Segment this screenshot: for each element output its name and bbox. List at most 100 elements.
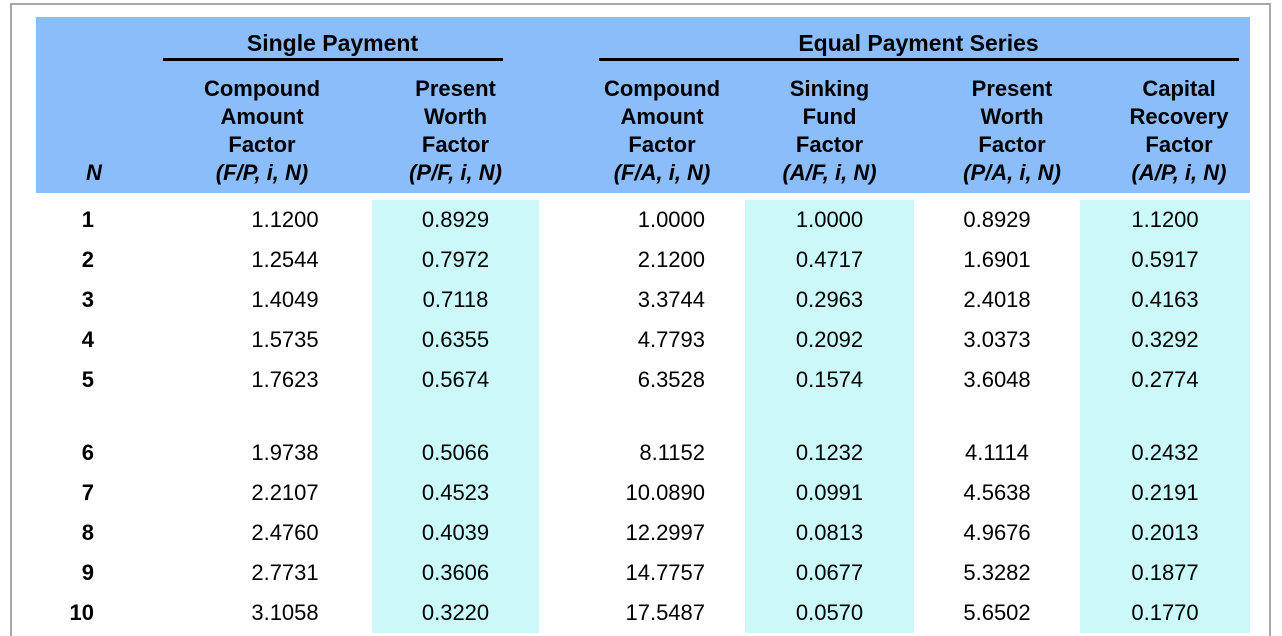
cell-pa: 4.5638 [963,480,1031,505]
cell-fa: 3.3744 [637,287,706,312]
cell-fp [152,400,372,433]
column-header-af: Sinking Fund Factor (A/F, i, N) [745,61,915,193]
group-equal-payment-series-label: Equal Payment Series [798,30,1039,56]
cell-pf: 0.5066 [372,433,540,473]
cell-fa: 6.3528 [637,367,706,392]
cell-pa: 5.6502 [963,600,1031,625]
cell-fa: 17.5487 [625,600,706,625]
cell-n: 1 [81,207,94,232]
column-header-af-formula: (A/F, i, N) [782,160,877,185]
cell-n: 6 [81,440,94,465]
column-header-fa: Compound Amount Factor (F/A, i, N) [539,61,746,193]
outer-frame: Single Payment Equal Payment Series N Co… [10,3,1271,636]
column-header-ap: Capital Recovery Factor (A/P, i, N) [1080,61,1251,193]
cell-n [36,400,152,433]
column-header-fp-formula: (F/P, i, N) [215,160,309,185]
cell-ap: 0.2774 [1080,360,1251,400]
column-header-ap-formula: (A/P, i, N) [1131,160,1227,185]
cell-af: 1.0000 [745,200,915,240]
column-header-row: N Compound Amount Factor (F/P, i, N) Pre… [36,61,1251,193]
cell-ap: 0.3292 [1080,320,1251,360]
column-header-pa-formula: (P/A, i, N) [963,160,1061,185]
cell-pf: 0.8929 [372,200,540,240]
table-row: 9 2.7731 0.3606 14.7757 0.0677 5.3282 0.1877 [36,553,1251,593]
table-row: 10 3.1058 0.3220 17.5487 0.0570 5.6502 0.1770 [36,593,1251,633]
cell-fp: 1.7623 [251,367,319,392]
cell-ap: 1.1200 [1080,200,1251,240]
cell-fa: 1.0000 [637,207,706,232]
column-header-fp-title: Compound Amount Factor [203,76,321,157]
cell-af: 0.0991 [745,473,915,513]
cell-n: 10 [69,600,94,625]
cell-n: 9 [81,560,94,585]
cell-ap: 0.2432 [1080,433,1251,473]
table-row: 7 2.2107 0.4523 10.0890 0.0991 4.5638 0.2191 [36,473,1251,513]
cell-fp: 2.4760 [251,520,319,545]
cell-n: 5 [81,367,94,392]
column-header-fp: Compound Amount Factor (F/P, i, N) [152,61,372,193]
cell-pa: 4.1114 [965,440,1030,465]
cell-n: 4 [81,327,94,352]
cell-af: 0.0677 [745,553,915,593]
cell-pf: 0.4039 [372,513,540,553]
cell-ap: 0.2013 [1080,513,1251,553]
cell-n: 7 [81,480,94,505]
cell-ap: 0.2191 [1080,473,1251,513]
cell-pa: 3.0373 [963,327,1031,352]
cell-af: 0.2092 [745,320,915,360]
cell-pf: 0.5674 [372,360,540,400]
group-single-payment: Single Payment [36,17,540,61]
spacer-row [36,400,1251,433]
column-header-pa-title: Present Worth Factor [971,76,1053,157]
cell-pa: 2.4018 [963,287,1031,312]
cell-n: 8 [81,520,94,545]
table-row: 2 1.2544 0.7972 2.1200 0.4717 1.6901 0.5917 [36,240,1251,280]
cell-fa: 4.7793 [637,327,706,352]
table-row: 1 1.1200 0.8929 1.0000 1.0000 0.8929 1.1200 [36,200,1251,240]
group-single-payment-label: Single Payment [246,30,419,56]
group-header-row: Single Payment Equal Payment Series [36,17,1251,61]
cell-ap: 0.4163 [1080,280,1251,320]
table-header: Single Payment Equal Payment Series N Co… [36,17,1251,193]
interest-factor-table: Single Payment Equal Payment Series N Co… [36,17,1251,633]
cell-fa: 14.7757 [625,560,706,585]
cell-af: 0.0570 [745,593,915,633]
cell-ap: 0.5917 [1080,240,1251,280]
cell-pf: 0.3606 [372,553,540,593]
cell-fa [539,400,745,433]
cell-fp: 1.4049 [251,287,319,312]
cell-n: 2 [81,247,94,272]
cell-af: 0.0813 [745,513,915,553]
cell-pa: 5.3282 [963,560,1031,585]
cell-pa: 0.8929 [963,207,1031,232]
cell-fp: 1.1200 [251,207,319,232]
cell-fa: 12.2997 [625,520,706,545]
cell-pf: 0.4523 [372,473,540,513]
table-row: 4 1.5735 0.6355 4.7793 0.2092 3.0373 0.3292 [36,320,1251,360]
table-row: 5 1.7623 0.5674 6.3528 0.1574 3.6048 0.2774 [36,360,1251,400]
table-row: 6 1.9738 0.5066 8.1152 0.1232 4.1114 0.2432 [36,433,1251,473]
cell-fp: 3.1058 [251,600,319,625]
cell-pf: 0.7118 [372,280,540,320]
cell-fa: 8.1152 [639,440,706,465]
group-equal-payment-series: Equal Payment Series [539,17,1251,61]
column-header-n-label: N [86,160,102,185]
cell-af: 0.1232 [745,433,915,473]
cell-n: 3 [81,287,94,312]
header-gap-row [36,193,1251,200]
cell-af [745,400,915,433]
cell-pa: 3.6048 [963,367,1031,392]
cell-fp: 1.9738 [251,440,319,465]
group-equal-payment-series-underline: Equal Payment Series [598,30,1239,61]
column-header-af-title: Sinking Fund Factor [789,76,870,157]
cell-af: 0.2963 [745,280,915,320]
column-header-pf-formula: (P/F, i, N) [409,160,502,185]
table-body: 1 1.1200 0.8929 1.0000 1.0000 0.8929 1.1200 2 1.… [36,193,1251,633]
cell-pf [372,400,540,433]
table-row: 8 2.4760 0.4039 12.2997 0.0813 4.9676 0.2013 [36,513,1251,553]
cell-fp: 1.5735 [251,327,319,352]
cell-af: 0.4717 [745,240,915,280]
table-row: 3 1.4049 0.7118 3.3744 0.2963 2.4018 0.4163 [36,280,1251,320]
cell-ap [1080,400,1251,433]
